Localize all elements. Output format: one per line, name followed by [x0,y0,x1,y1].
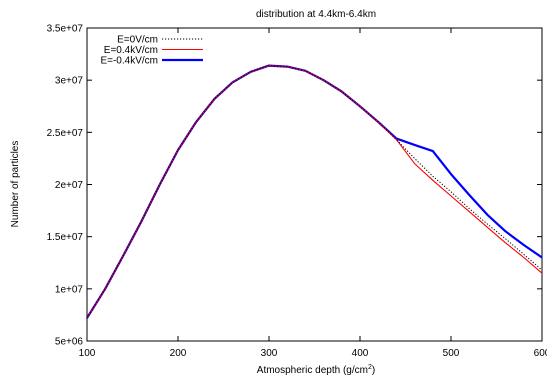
series-line-2 [86,64,543,319]
series-line-1 [86,65,543,319]
y-tick-label: 1e+07 [55,284,84,295]
legend-label: E=-0.4kV/cm [100,56,158,67]
x-axis-label-main: Atmospheric depth (g/cm [257,365,368,376]
x-tick-label: 500 [443,348,460,359]
y-tick-label: 1.5e+07 [47,232,84,243]
x-axis-ticks: 100 200 300 400 500 600 [79,28,547,359]
x-axis-label-superscript: 2 [368,364,372,371]
y-tick-label: 2.5e+07 [47,128,84,139]
y-axis-label: Number of particles [10,141,21,228]
y-tick-label: 2e+07 [55,180,84,191]
legend-label: E=0.4kV/cm [104,45,158,56]
x-tick-label: 600 [534,348,547,359]
x-axis-label: Atmospheric depth (g/cm2) [257,364,375,376]
x-tick-label: 200 [170,348,187,359]
x-tick-label: 100 [79,348,96,359]
chart-title: distribution at 4.4km-6.4km [256,9,376,20]
y-axis-ticks: 5e+06 1e+07 1.5e+07 2e+07 2.5e+07 3e+07 3.5e+0… [47,24,542,348]
y-tick-label: 3.5e+07 [47,24,84,35]
y-tick-label: 5e+06 [55,337,84,348]
x-tick-label: 300 [261,348,278,359]
legend: E=0V/cmE=0.4kV/cmE=-0.4kV/cm [100,35,203,67]
x-axis-label-close: ) [372,365,375,376]
y-tick-label: 3e+07 [55,76,84,87]
series-lines [86,64,543,319]
legend-label: E=0V/cm [117,35,158,46]
x-tick-label: 400 [352,348,369,359]
